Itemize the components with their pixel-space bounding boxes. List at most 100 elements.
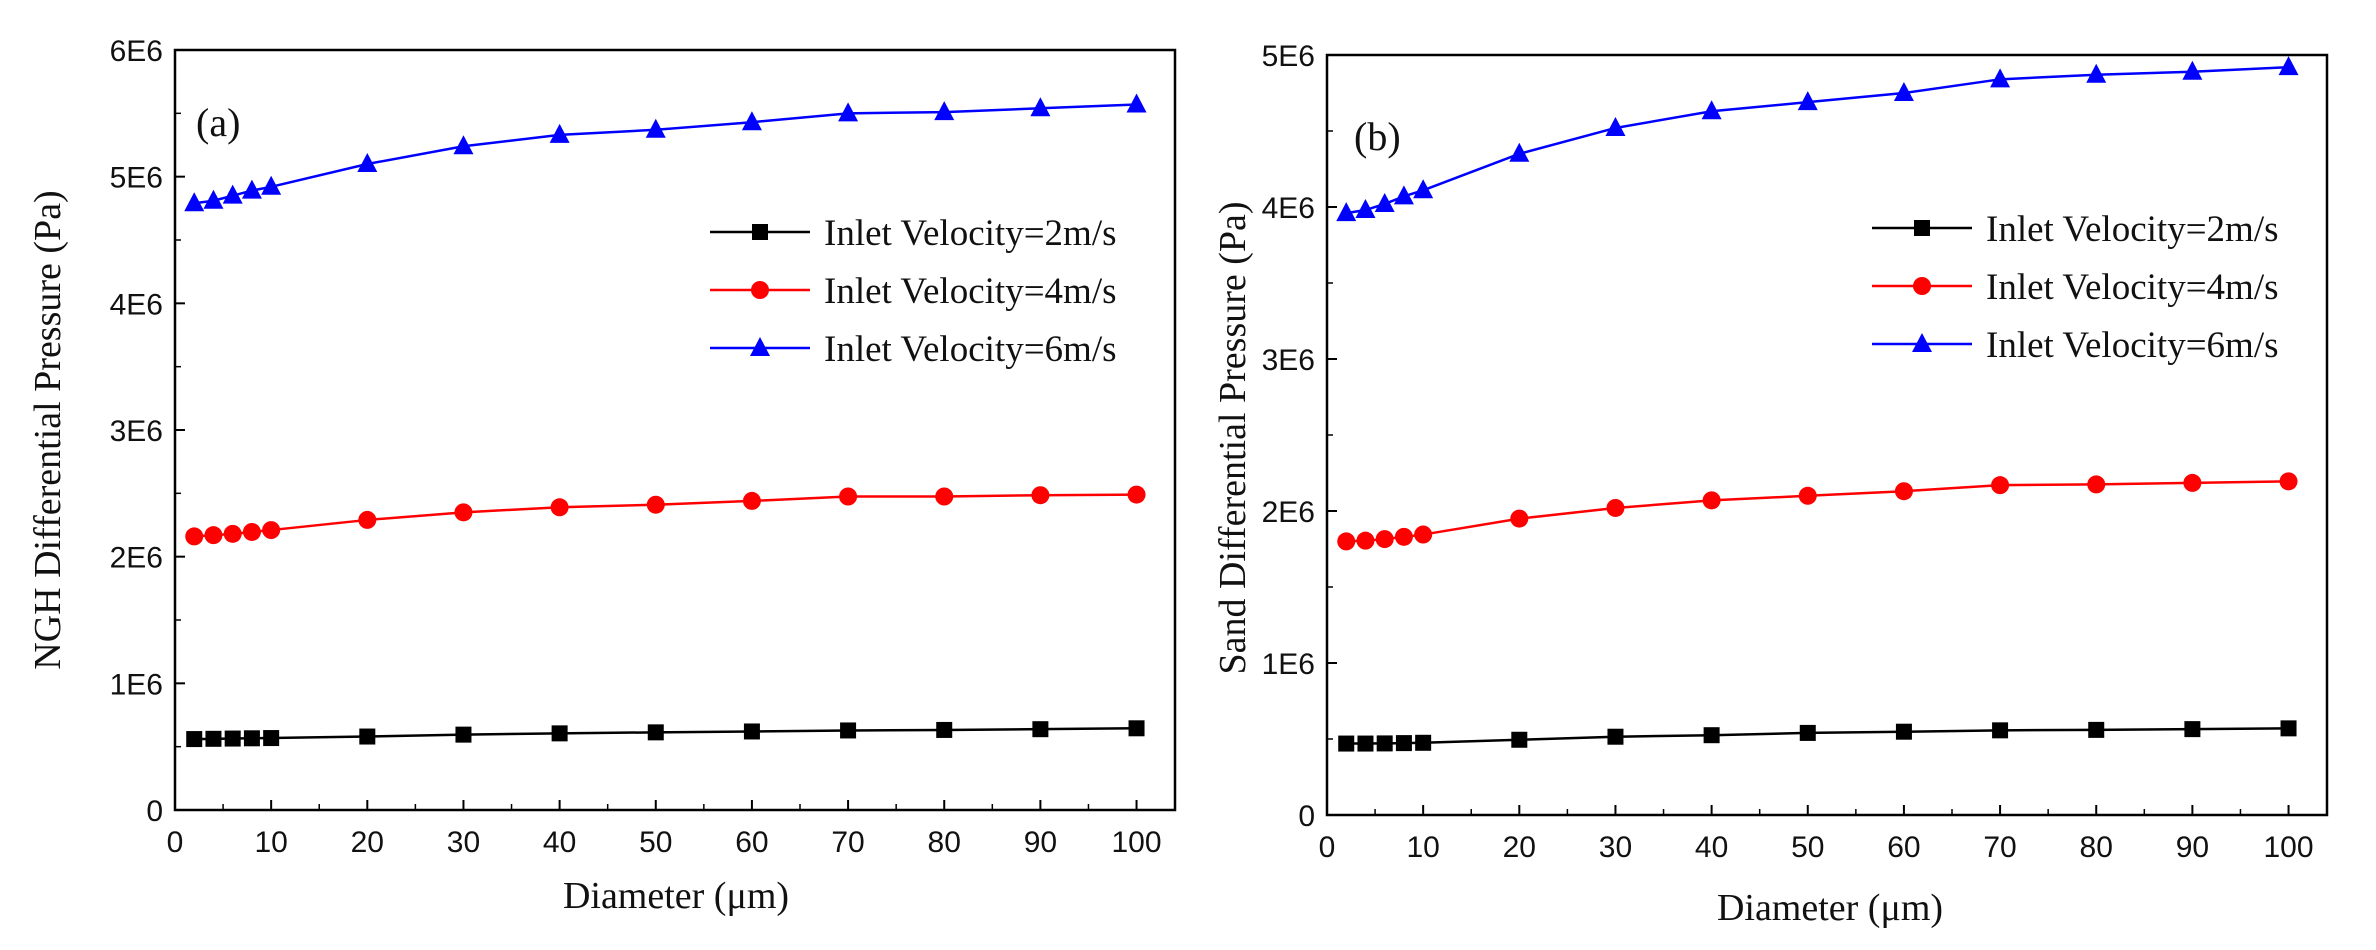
- data-point: [645, 118, 666, 138]
- data-point: [549, 123, 570, 143]
- legend-marker: [1914, 220, 1930, 236]
- data-point: [242, 522, 261, 541]
- data-point: [647, 724, 664, 741]
- series-line-1: [194, 727, 1137, 741]
- data-point: [203, 189, 224, 209]
- legend-item: Inlet Velocity=4m/s: [710, 271, 1117, 312]
- data-point: [1510, 509, 1529, 528]
- data-point: [1990, 68, 2011, 88]
- data-point: [223, 524, 242, 543]
- data-point: [1128, 720, 1145, 737]
- data-point: [840, 722, 857, 739]
- data-point: [1337, 532, 1356, 551]
- data-point: [261, 175, 282, 195]
- data-point: [1894, 482, 1913, 501]
- x-tick-label: 100: [1112, 826, 1162, 859]
- data-point: [1030, 97, 1051, 117]
- data-point: [1395, 735, 1412, 752]
- data-point: [1127, 485, 1146, 504]
- data-point: [646, 495, 665, 514]
- legend-label: Inlet Velocity=2m/s: [824, 213, 1117, 254]
- chart-panel-b: 0 10 20 30 40 50 60 70 80 90 100 01E62E63E64E65E6 …: [1212, 40, 2329, 929]
- series-line-3: [194, 103, 1137, 205]
- data-point: [743, 723, 760, 740]
- y-tick-label: 4E6: [110, 288, 163, 321]
- data-point: [838, 102, 859, 122]
- data-point: [357, 153, 378, 172]
- data-point: [742, 491, 761, 510]
- data-point: [1702, 491, 1721, 510]
- x-tick-label: 50: [639, 826, 672, 859]
- data-point: [1607, 728, 1624, 745]
- legend-item: Inlet Velocity=2m/s: [710, 213, 1117, 254]
- y-tick-label: 3E6: [110, 415, 163, 448]
- data-point: [1509, 142, 1530, 162]
- x-tick-label: 60: [735, 826, 768, 859]
- data-point: [224, 730, 241, 747]
- data-point: [241, 179, 262, 199]
- x-tick-label: 10: [254, 826, 287, 859]
- data-point: [551, 725, 568, 742]
- x-tick-label: 30: [1599, 831, 1632, 864]
- x-tick-label: 0: [1319, 831, 1336, 864]
- data-point: [358, 510, 377, 529]
- data-point: [1032, 721, 1049, 738]
- data-point: [1701, 100, 1722, 120]
- legend-marker: [752, 224, 768, 240]
- panel-label: (b): [1354, 114, 1401, 159]
- series-line-2: [194, 493, 1137, 538]
- data-point: [1605, 116, 1626, 136]
- x-tick-label: 0: [167, 826, 184, 859]
- data-point: [1703, 727, 1720, 744]
- x-axis-title: Diameter (μm): [563, 875, 789, 917]
- data-point: [2182, 60, 2203, 80]
- data-point: [1393, 185, 1414, 205]
- data-point: [2183, 473, 2202, 492]
- data-point: [1895, 723, 1912, 740]
- x-tick-label: 70: [831, 826, 864, 859]
- data-point: [1992, 722, 2009, 739]
- data-point: [934, 101, 955, 121]
- data-point: [1893, 82, 1914, 101]
- data-point: [262, 521, 281, 540]
- data-point: [2278, 56, 2299, 76]
- data-point: [454, 503, 473, 522]
- data-point: [186, 731, 203, 748]
- data-point: [1606, 498, 1625, 517]
- x-tick-label: 10: [1406, 831, 1439, 864]
- data-point: [936, 721, 953, 738]
- legend: Inlet Velocity=2m/s Inlet Velocity=4m/s In…: [710, 213, 1117, 370]
- data-point: [1415, 734, 1432, 751]
- series-line-2: [1346, 480, 2289, 543]
- data-point: [935, 487, 954, 506]
- x-tick-label: 80: [2080, 831, 2113, 864]
- x-tick-label: 90: [2176, 831, 2209, 864]
- x-tick-label: 20: [1503, 831, 1536, 864]
- data-point: [1375, 530, 1394, 549]
- y-tick-label: 2E6: [1262, 496, 1315, 529]
- y-tick-label: 2E6: [110, 542, 163, 575]
- data-point: [1797, 91, 1818, 111]
- y-axis-title: Sand Differential Pressure (Pa): [1212, 201, 1254, 674]
- x-tick-label: 40: [1695, 831, 1728, 864]
- legend-marker: [1913, 277, 1931, 295]
- data-point: [550, 498, 569, 517]
- legend-label: Inlet Velocity=4m/s: [824, 271, 1117, 312]
- data-point: [185, 527, 204, 546]
- data-point: [453, 135, 474, 155]
- x-tick-label: 30: [447, 826, 480, 859]
- data-point: [839, 487, 858, 506]
- data-point: [1357, 735, 1374, 752]
- y-tick-label: 0: [1298, 800, 1315, 833]
- data-point: [1394, 527, 1413, 546]
- data-point: [1338, 735, 1355, 752]
- data-point: [1413, 179, 1434, 199]
- x-tick-label: 90: [1024, 826, 1057, 859]
- y-tick-label: 5E6: [1262, 40, 1315, 73]
- data-point: [1031, 486, 1050, 505]
- x-axis-title: Diameter (μm): [1717, 887, 1943, 929]
- data-point: [1798, 486, 1817, 505]
- legend-item: Inlet Velocity=6m/s: [710, 329, 1117, 370]
- x-tick-label: 80: [928, 826, 961, 859]
